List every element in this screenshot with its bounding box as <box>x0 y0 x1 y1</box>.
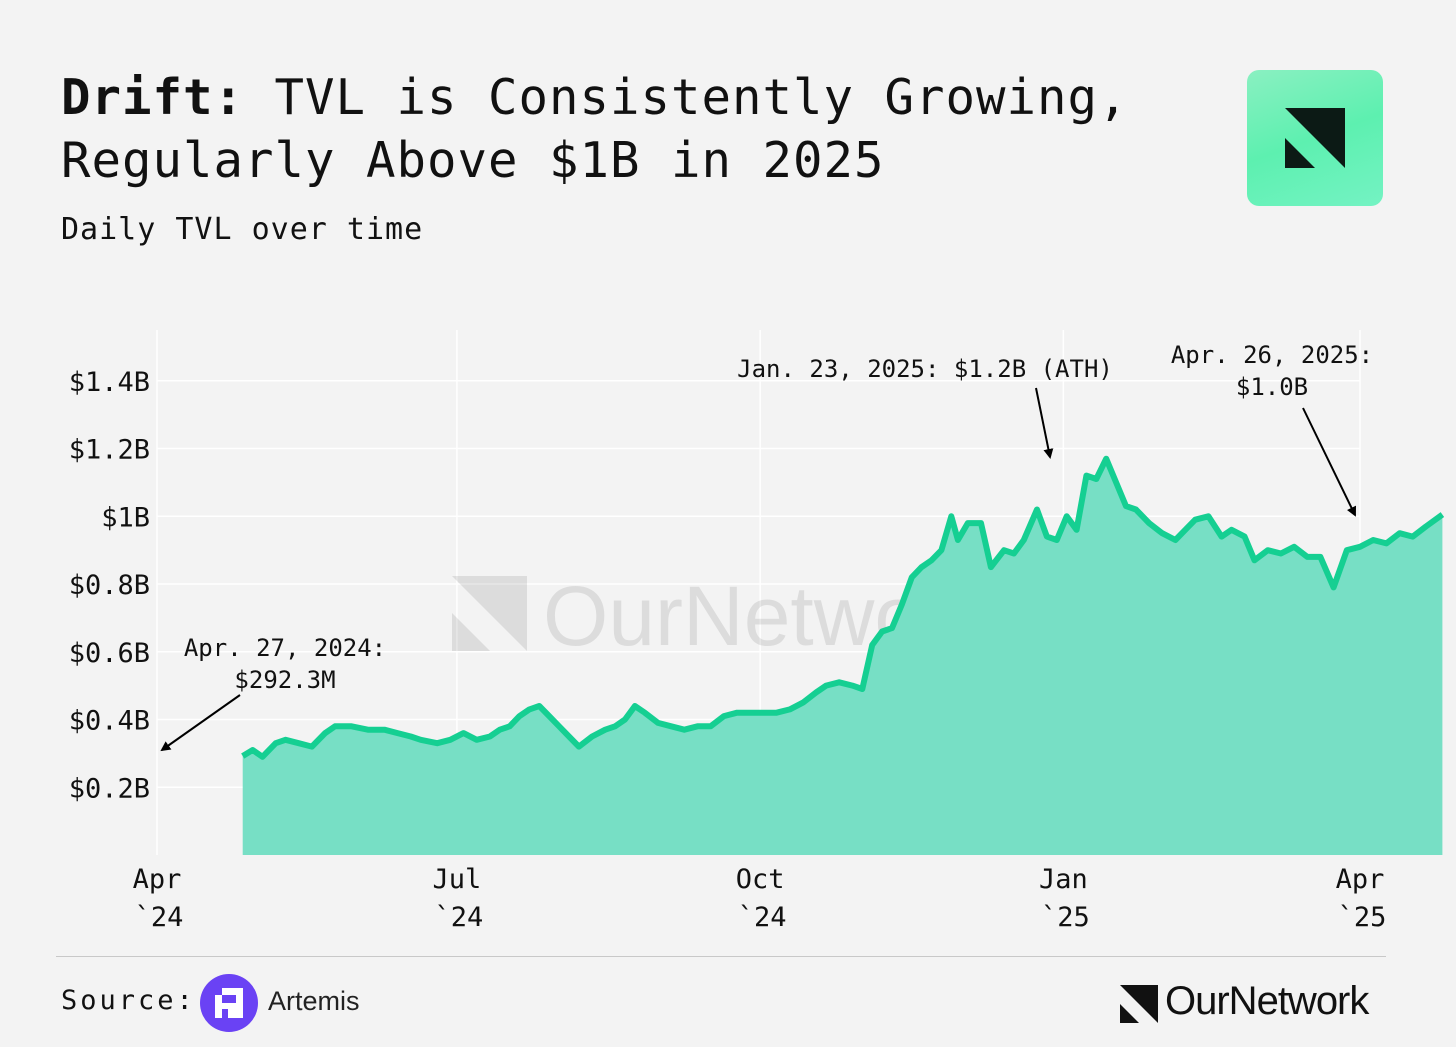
x-tick-label: Jan `25 <box>1039 864 1090 933</box>
annotation-ath-label: Jan. 23, 2025: $1.2B (ATH) <box>737 355 1113 383</box>
x-axis: Apr `24 Jul `24 Oct `24 Jan `25 Apr `25 <box>133 864 1387 933</box>
annotation-ath-arrow <box>1035 387 1054 459</box>
footer-brand-name: OurNetwork <box>1165 979 1369 1023</box>
annotation-start-label: Apr. 27, 2024: $292.3M <box>184 634 386 694</box>
y-tick-label: $0.6B <box>69 638 150 669</box>
title-brand: Drift: <box>61 69 245 126</box>
tvl-line <box>241 455 1445 760</box>
y-tick-label: $0.4B <box>69 706 150 737</box>
y-tick-label: $0.8B <box>69 570 150 601</box>
y-tick-label: $0.2B <box>69 773 150 804</box>
y-tick-label: $1.4B <box>69 367 150 398</box>
page-subtitle: Daily TVL over time <box>61 212 424 247</box>
y-tick-label: $1.2B <box>69 435 150 466</box>
title-text: TVL is Consistently Growing, Regularly A… <box>61 69 1129 189</box>
tvl-chart: OurNetwork $0.2B$0.4B$0.6B$0.8B$1B$1.2B$… <box>69 330 1445 933</box>
x-tick-label: Apr `25 <box>1336 864 1387 933</box>
artemis-logo-icon <box>200 974 258 1032</box>
source-name: Artemis <box>268 986 360 1016</box>
annotation-start-arrow <box>160 694 241 752</box>
annotation-end-label: Apr. 26, 2025: $1.0B <box>1171 341 1373 401</box>
ournetwork-logo-icon <box>1247 70 1383 206</box>
annotation-end-arrow <box>1302 407 1357 517</box>
x-tick-label: Oct `24 <box>736 864 787 933</box>
x-tick-label: Jul `24 <box>433 864 484 933</box>
source-label: Source: <box>61 985 196 1016</box>
x-tick-label: Apr `24 <box>133 864 184 933</box>
page-title: Drift: TVL is Consistently Growing, Regu… <box>61 66 1211 192</box>
footer-divider <box>56 956 1386 957</box>
ournetwork-footer-logo-icon <box>1120 985 1158 1023</box>
y-tick-label: $1B <box>101 502 150 533</box>
tvl-area <box>242 458 1443 855</box>
annotations: Apr. 27, 2024: $292.3M Jan. 23, 2025: $1.2… <box>160 341 1373 752</box>
y-axis: $0.2B $0.4B $0.6B $0.8B $1B $1.2B $1.4B <box>69 367 150 804</box>
